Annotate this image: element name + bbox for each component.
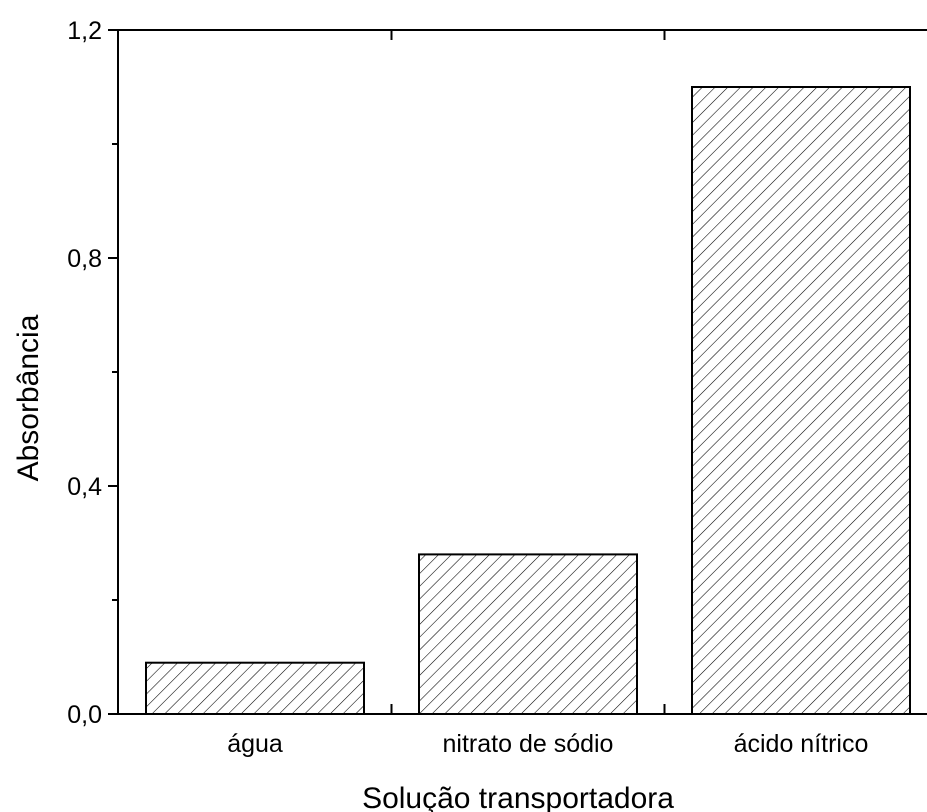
tick-labels-group: água nitrato de sódio ácido nítrico 0,0 0,4 0… (67, 17, 868, 758)
bar-agua (145, 661, 365, 716)
y-tick-label-3: 1,2 (67, 17, 102, 45)
x-axis-title: Solução transportadora (362, 782, 674, 812)
y-axis-title: Absorbância (12, 314, 45, 481)
y-tick-label-2: 0,8 (67, 245, 102, 273)
bars-group (145, 86, 911, 716)
y-tick-label-0: 0,0 (67, 701, 102, 729)
x-tick-label-acido-nitrico: ácido nítrico (734, 730, 869, 758)
y-tick-label-1: 0,4 (67, 473, 102, 501)
bar-nitrato-de-sodio (418, 553, 638, 716)
x-tick-label-nitrato-de-sodio: nitrato de sódio (443, 730, 614, 758)
bar-acido-nitrico (691, 86, 911, 715)
x-tick-label-agua: água (227, 730, 283, 758)
axis-ticks-group (108, 29, 666, 715)
